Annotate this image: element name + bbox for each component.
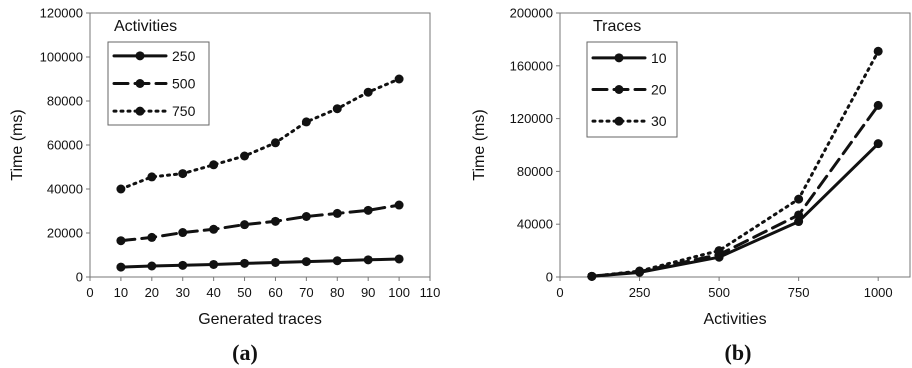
data-point-250: [209, 259, 219, 269]
y-tick-label: 120000: [510, 111, 553, 126]
x-axis-label: Activities: [703, 311, 766, 328]
data-point-30: [873, 46, 883, 56]
legend-label-250: 250: [172, 48, 196, 64]
data-point-30: [635, 266, 645, 276]
series-line-500: [119, 203, 401, 243]
data-point-750: [270, 138, 280, 148]
data-point-30: [714, 246, 724, 256]
data-point-750: [240, 151, 250, 161]
data-point-10: [873, 139, 883, 149]
data-point-750: [116, 184, 126, 194]
x-tick-label: 100: [388, 285, 410, 300]
x-tick-label: 500: [708, 285, 730, 300]
data-point-250: [178, 260, 188, 270]
legend-label-500: 500: [172, 76, 196, 92]
series-line-750: [119, 77, 401, 191]
x-tick-label: 70: [299, 285, 313, 300]
data-point-250: [394, 254, 404, 264]
x-tick-label: 10: [114, 285, 128, 300]
y-tick-label: 40000: [517, 217, 553, 232]
legend-label-750: 750: [172, 103, 196, 119]
y-tick-label: 0: [546, 270, 553, 285]
y-tick-label: 120000: [40, 6, 83, 21]
data-point-500: [116, 236, 126, 246]
data-point-30: [794, 194, 804, 204]
x-tick-label: 750: [788, 285, 810, 300]
data-point-750: [178, 169, 188, 179]
legend-marker-20: [614, 85, 624, 94]
data-point-750: [209, 160, 219, 170]
x-tick-label: 60: [268, 285, 282, 300]
data-point-500: [301, 212, 311, 221]
legend-marker-500: [135, 79, 145, 88]
data-point-30: [587, 271, 597, 281]
x-tick-label: 0: [556, 285, 563, 300]
data-point-500: [178, 228, 188, 238]
legend-label-30: 30: [651, 113, 667, 129]
data-point-20: [794, 210, 804, 220]
x-axis-label: Generated traces: [198, 311, 322, 328]
data-point-500: [240, 220, 250, 230]
legend-marker-10: [614, 53, 624, 63]
x-tick-label: 1000: [864, 285, 893, 300]
legend-label-10: 10: [651, 50, 667, 66]
panel-caption: (b): [725, 340, 752, 365]
y-axis-label: Time (ms): [471, 109, 488, 180]
data-point-750: [394, 74, 404, 84]
y-axis-label: Time (ms): [9, 109, 26, 180]
data-point-250: [332, 256, 342, 266]
y-tick-label: 80000: [517, 164, 553, 179]
data-point-750: [147, 172, 157, 182]
legend-label-20: 20: [651, 82, 667, 98]
data-point-250: [240, 258, 250, 268]
x-tick-label: 0: [86, 285, 93, 300]
plot-frame: [559, 12, 911, 278]
x-tick-label: 90: [361, 285, 375, 300]
data-point-250: [270, 257, 280, 267]
data-point-250: [116, 262, 126, 272]
y-tick-label: 0: [76, 270, 83, 285]
data-point-500: [363, 205, 373, 215]
y-tick-label: 20000: [47, 226, 83, 241]
y-tick-label: 200000: [510, 6, 553, 21]
y-tick-label: 40000: [47, 182, 83, 197]
legend-marker-30: [614, 116, 624, 126]
chart-panel-a: 0 20000 40000 60000 80000 100000 120000 0 10 20 30…: [9, 6, 440, 366]
y-tick-label: 160000: [510, 58, 553, 73]
y-tick-label: 60000: [47, 138, 83, 153]
panel-caption: (a): [232, 340, 258, 365]
chart-panel-b: 0 40000 80000 120000 160000 200000 0 250 500 750 1…: [471, 6, 911, 365]
data-point-500: [147, 232, 157, 242]
x-tick-label: 50: [237, 285, 251, 300]
data-point-250: [147, 261, 157, 271]
series-line-30: [590, 49, 880, 278]
x-tick-label: 20: [145, 285, 159, 300]
data-point-750: [332, 104, 342, 114]
data-point-750: [301, 117, 311, 127]
data-point-500: [209, 224, 219, 234]
data-point-20: [873, 100, 883, 110]
data-point-250: [301, 257, 311, 267]
x-tick-label: 30: [175, 285, 189, 300]
legend-marker-250: [135, 51, 145, 61]
data-point-10: [794, 217, 804, 227]
x-tick-label: 40: [206, 285, 220, 300]
data-point-250: [363, 255, 373, 265]
data-point-750: [363, 87, 373, 97]
legend-title: Traces: [593, 18, 641, 35]
x-tick-label: 110: [420, 285, 441, 300]
x-tick-label: 80: [330, 285, 344, 300]
y-tick-label: 100000: [40, 50, 83, 65]
y-tick-label: 80000: [47, 94, 83, 109]
data-point-500: [270, 216, 280, 226]
data-point-500: [332, 208, 342, 218]
x-tick-label: 250: [629, 285, 651, 300]
legend-title: Activities: [114, 18, 177, 35]
series-line-250: [119, 257, 401, 269]
data-point-500: [394, 200, 404, 210]
legend-marker-750: [135, 106, 145, 116]
